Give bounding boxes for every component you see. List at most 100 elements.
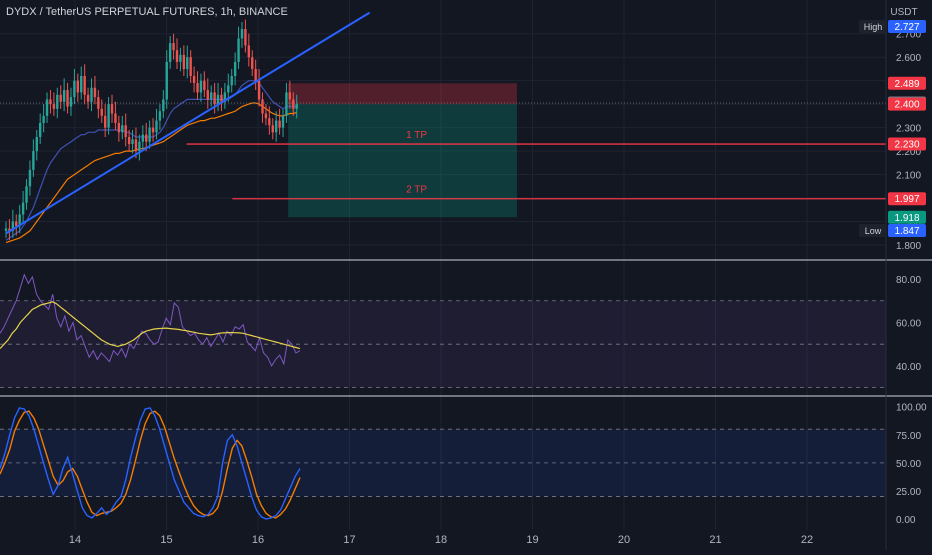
candle-body-10: [39, 122, 42, 137]
candle-body-6: [25, 186, 28, 203]
position-target-zone: [288, 104, 517, 218]
candle-body-52: [182, 54, 186, 69]
stoch-tick-2: 50.00: [896, 459, 921, 470]
candle-body-34: [121, 125, 124, 133]
time-tick-14: 14: [69, 534, 81, 546]
price-badge-0: 2.489: [894, 79, 919, 90]
stochastic-d-line: [0, 410, 301, 519]
candle-body-74: [257, 80, 261, 100]
price-badge-bg-3: [888, 137, 926, 151]
candle-body-59: [206, 90, 209, 100]
ma-fast-line: [5, 80, 297, 241]
candle-body-75: [261, 99, 264, 114]
rsi-tick-1: 60.00: [896, 318, 921, 329]
take-profit-lines[interactable]: [186, 143, 886, 200]
time-tick-22: 22: [801, 534, 813, 546]
price-tick-2.200: 2.200: [896, 147, 921, 158]
candle-body-4: [18, 214, 21, 227]
candle-body-12: [45, 99, 49, 116]
candle-body-22: [80, 75, 83, 93]
time-axis[interactable]: 14 15 16 17 18 19 20 21 22: [69, 534, 813, 546]
price-tick-2.700: 2.700: [896, 30, 921, 41]
candle-body-18: [66, 90, 69, 107]
tp-label-1: 1 TP: [406, 130, 427, 141]
candle-body-73: [254, 68, 257, 81]
candle-body-15: [56, 94, 59, 109]
candle-body-84: [292, 99, 295, 109]
candle-body-36: [127, 137, 131, 145]
position-stop-zone: [288, 83, 517, 105]
high-value-bg: [888, 20, 926, 33]
candle-body-76: [264, 113, 268, 119]
price-badge-4: 1.997: [894, 194, 919, 205]
candle-body-44: [155, 120, 158, 133]
candle-body-35: [124, 125, 127, 137]
candle-body-78: [271, 125, 274, 133]
candle-body-25: [90, 87, 93, 102]
candle-body-29: [103, 115, 107, 128]
candle-body-5: [21, 202, 25, 215]
candle-body-17: [62, 90, 66, 102]
candle-body-70: [244, 29, 247, 46]
candle-body-85: [295, 104, 298, 109]
candle-body-62: [216, 94, 220, 105]
candle-body-63: [220, 94, 223, 102]
stoch-tick-3: 75.00: [896, 431, 921, 442]
candle-body-68: [237, 38, 240, 62]
candles: [4, 19, 298, 241]
candle-body-48: [168, 43, 172, 62]
candle-body-20: [73, 80, 76, 98]
candle-body-16: [59, 94, 62, 102]
stoch-tick-0: 0.00: [896, 515, 916, 526]
time-tick-17: 17: [343, 534, 355, 546]
rsi-pane: [0, 273, 886, 389]
price-badge-2: 2.400: [894, 100, 919, 111]
rsi-level-lines: [0, 300, 886, 389]
candle-body-11: [42, 115, 45, 123]
candle-body-45: [158, 111, 162, 121]
candle-body-23: [83, 75, 86, 95]
candle-body-80: [278, 120, 281, 128]
tp-label-2: 2 TP: [406, 185, 427, 196]
candle-body-64: [223, 92, 227, 102]
price-badge-bg-2: [888, 97, 926, 111]
candle-body-54: [189, 57, 192, 76]
candle-body-56: [196, 83, 199, 93]
stoch-tick-4: 100.00: [896, 403, 927, 414]
candle-body-42: [148, 127, 151, 142]
candle-body-7: [28, 169, 32, 187]
candle-body-57: [199, 80, 203, 93]
candle-body-24: [86, 94, 90, 102]
high-tag-bg: [859, 20, 887, 33]
candle-body-37: [131, 139, 134, 145]
stochastic-axis[interactable]: 0.00 25.00 50.00 75.00 100.00: [896, 403, 927, 526]
candle-body-27: [97, 97, 100, 109]
candle-body-1: [8, 228, 11, 231]
rsi-tick-2: 80.00: [896, 275, 921, 286]
candle-body-2: [11, 221, 15, 231]
price-badge-3: 2.230: [894, 140, 919, 151]
currency-label: USDT: [890, 7, 917, 18]
candle-body-33: [117, 122, 121, 133]
candle-body-0: [4, 228, 8, 231]
candle-body-8: [32, 151, 35, 170]
symbol-title: DYDX / TetherUS PERPETUAL FUTURES, 1h, B…: [6, 6, 288, 18]
candle-body-26: [93, 87, 97, 98]
candle-body-41: [145, 134, 148, 142]
candle-body-51: [179, 54, 182, 62]
rsi-axis[interactable]: 40.00 60.00 80.00: [896, 275, 921, 373]
rsi-line: [0, 273, 301, 367]
price-badge-bg-4: [888, 192, 926, 206]
trendline[interactable]: [5, 11, 371, 235]
candle-body-81: [281, 115, 285, 128]
candle-body-30: [107, 104, 110, 128]
price-tick-2.300: 2.300: [896, 124, 921, 135]
stoch-tick-1: 25.00: [896, 487, 921, 498]
price-tick-2.600: 2.600: [896, 53, 921, 64]
price-tick-2.100: 2.100: [896, 171, 921, 182]
candle-body-43: [151, 127, 155, 133]
candle-body-55: [192, 75, 196, 84]
